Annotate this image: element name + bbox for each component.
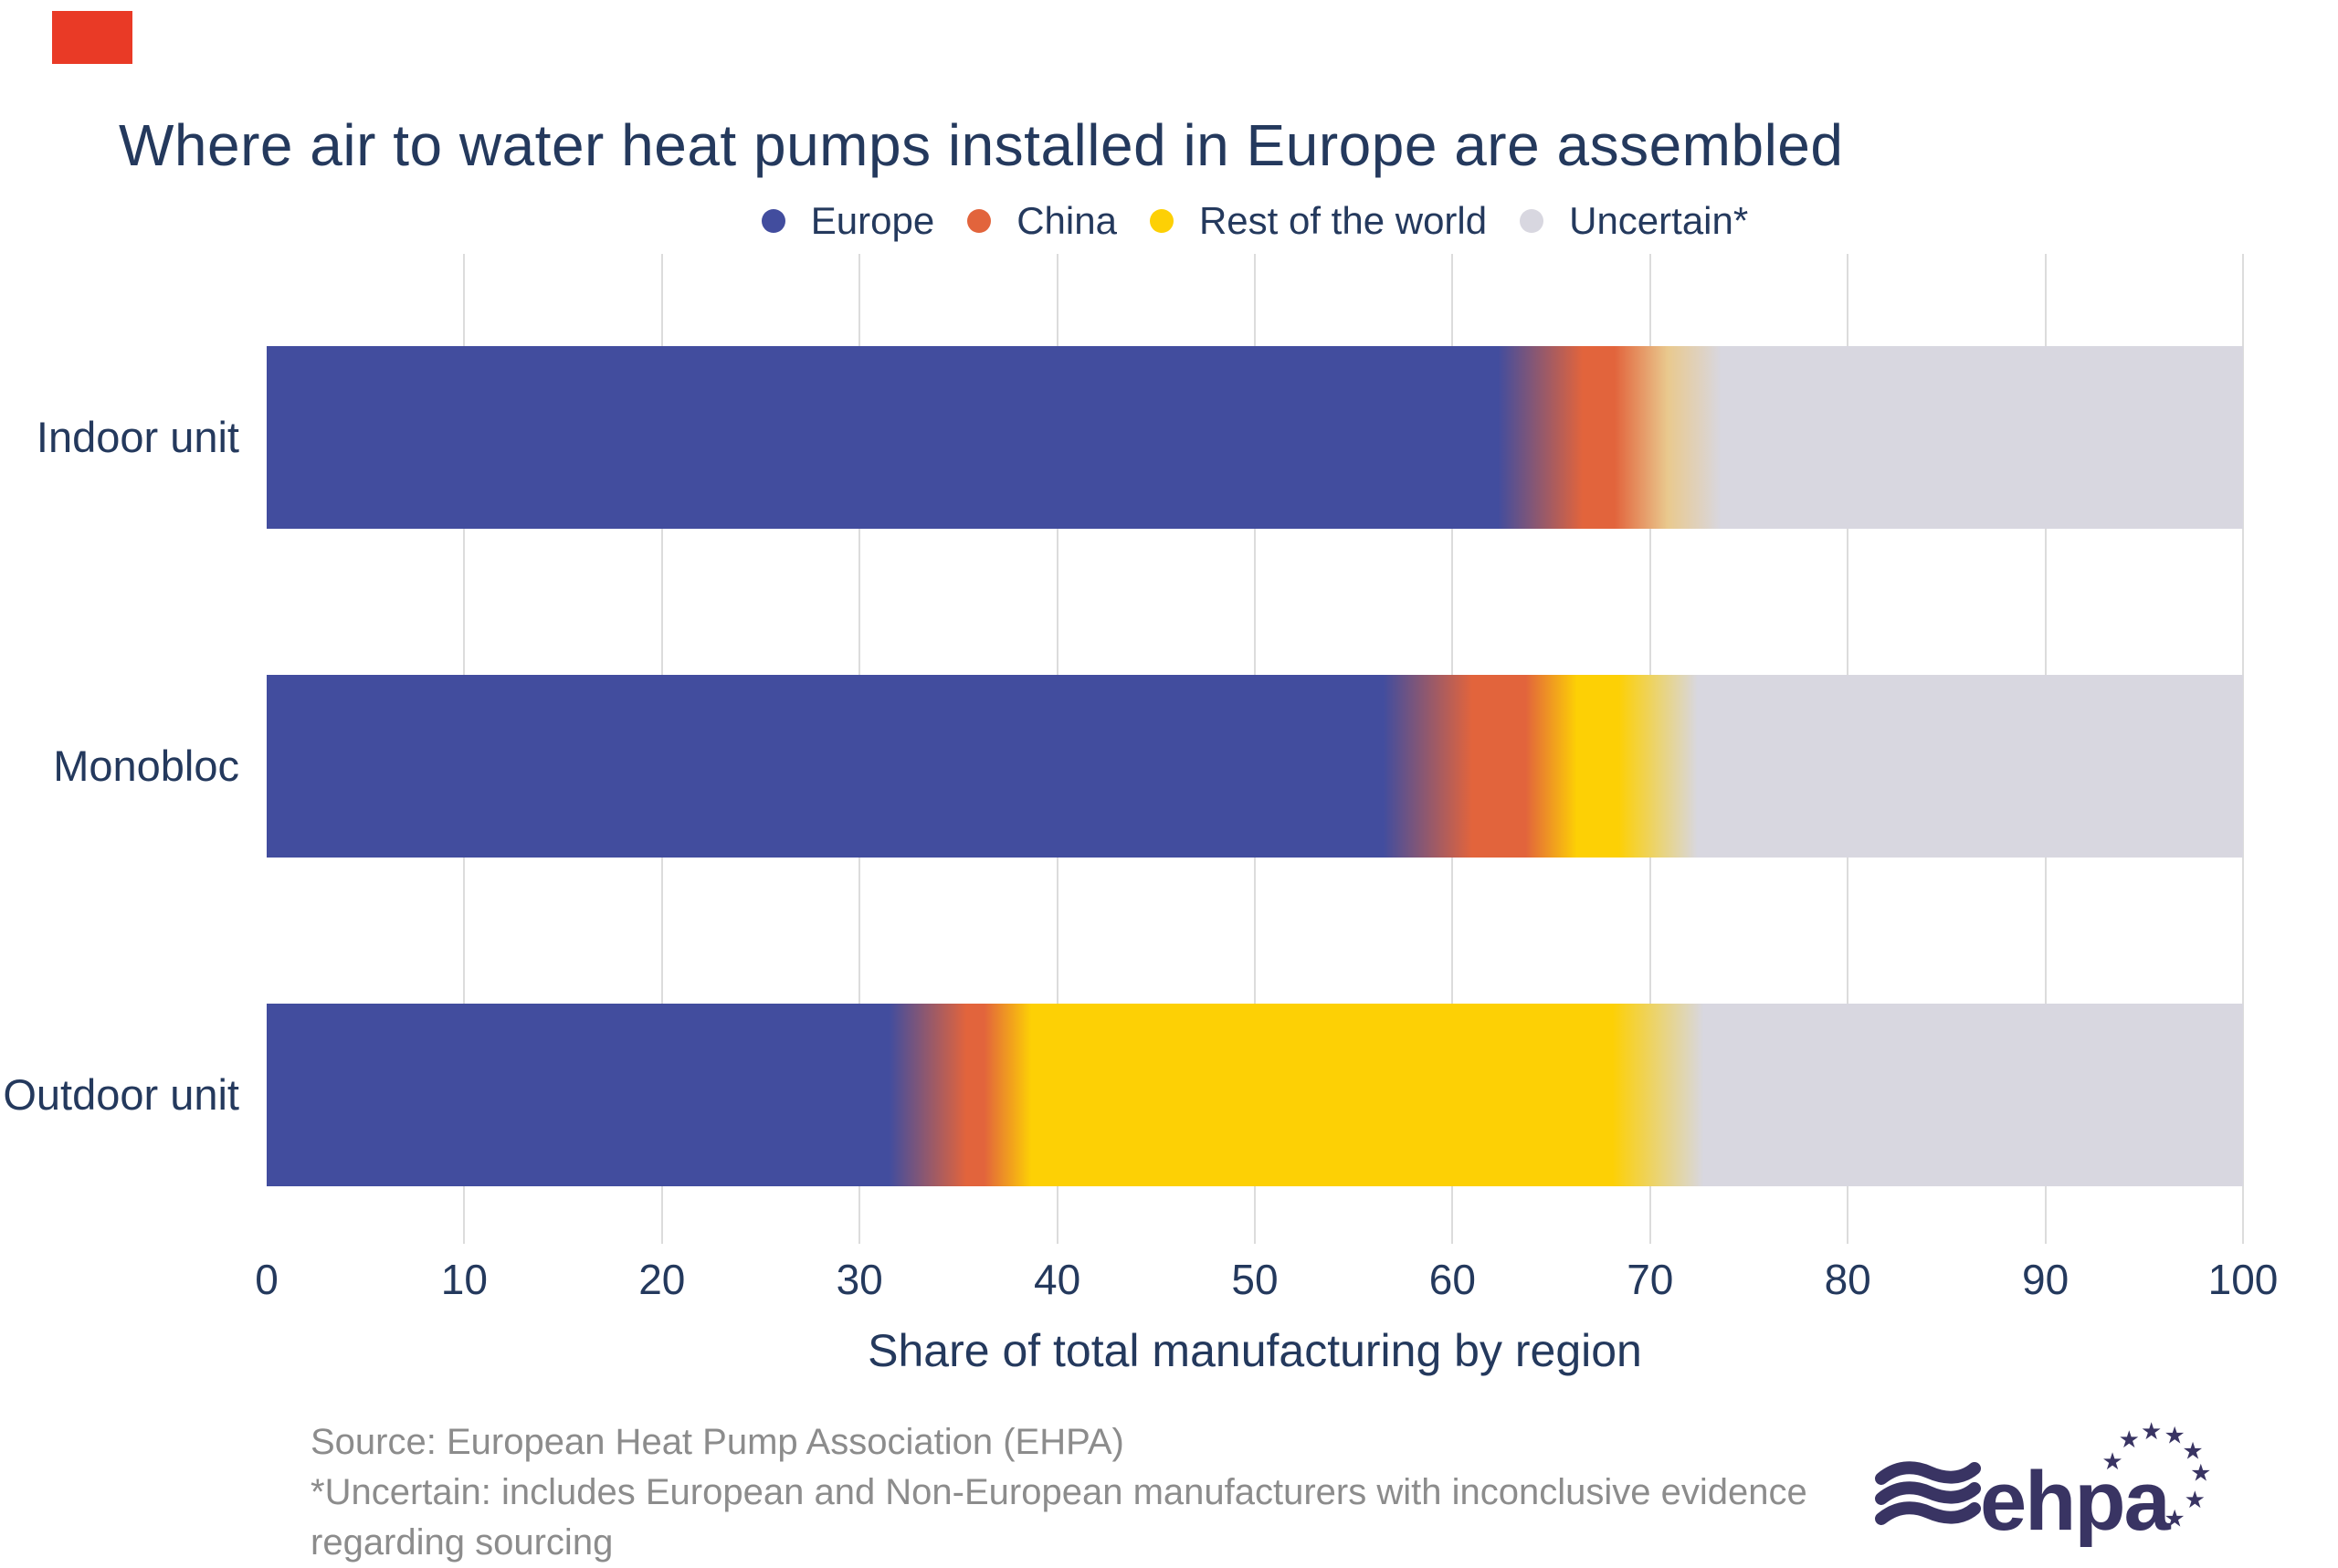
- x-tick-100: 100: [2207, 1256, 2279, 1303]
- legend-dot-europe: [761, 209, 785, 233]
- star-icon: ★: [2141, 1417, 2162, 1445]
- x-tick-90: 90: [2022, 1256, 2069, 1303]
- uncertain-note-line1: *Uncertain: includes European and Non-Eu…: [311, 1472, 1807, 1512]
- gridline-100: [2242, 254, 2244, 1244]
- uncertain-note-line2: regarding sourcing: [311, 1522, 614, 1563]
- row-label-outdoor-unit: Outdoor unit: [3, 1070, 239, 1119]
- ehpa-logo: ★★ ★ ★★★★★ ehpa: [1875, 1417, 2211, 1548]
- legend-item-uncertain: Uncertain*: [1520, 199, 1748, 243]
- x-axis-title: Share of total manufacturing by region: [868, 1325, 1642, 1376]
- star-icon: ★: [2164, 1504, 2185, 1531]
- legend-item-europe: Europe: [761, 199, 935, 243]
- legend-dot-china: [967, 209, 992, 233]
- red-corner-mark: [52, 11, 132, 64]
- star-icon: ★: [2164, 1422, 2185, 1449]
- bar-indoor-unit: [267, 346, 2243, 529]
- waves-icon: [1875, 1461, 1981, 1525]
- legend-item-rest-of-the-world: Rest of the world: [1149, 199, 1488, 243]
- row-label-indoor-unit: Indoor unit: [36, 413, 239, 461]
- footer-note: Source: European Heat Pump Association (…: [311, 1417, 1807, 1568]
- star-icon: ★: [2182, 1436, 2203, 1464]
- row-label-monobloc: Monobloc: [53, 742, 239, 790]
- legend: Europe China Rest of the world Uncertain*: [267, 199, 2243, 243]
- x-tick-80: 80: [1824, 1256, 1871, 1303]
- x-tick-20: 20: [638, 1256, 686, 1303]
- legend-item-china: China: [967, 199, 1117, 243]
- legend-dot-uncertain: [1520, 209, 1544, 233]
- logo-wordmark: ehpa: [1980, 1455, 2172, 1548]
- star-icon: ★: [2101, 1447, 2122, 1475]
- source-line: Source: European Heat Pump Association (…: [311, 1422, 1124, 1462]
- x-tick-0: 0: [255, 1256, 279, 1303]
- star-icon: ★: [2190, 1459, 2211, 1487]
- x-tick-10: 10: [440, 1256, 488, 1303]
- chart-title: Where air to water heat pumps installed …: [119, 112, 1844, 178]
- legend-label: China: [1016, 199, 1117, 242]
- eu-stars-icon: ★★ ★ ★★★★★: [2101, 1417, 2211, 1531]
- star-icon: ★: [2119, 1426, 2140, 1453]
- legend-label: Rest of the world: [1198, 199, 1488, 242]
- x-tick-70: 70: [1627, 1256, 1674, 1303]
- legend-label: Europe: [810, 199, 935, 242]
- legend-dot-rest-of-the-world: [1149, 209, 1174, 233]
- x-tick-60: 60: [1428, 1256, 1476, 1303]
- legend-label: Uncertain*: [1569, 199, 1749, 242]
- x-tick-40: 40: [1034, 1256, 1081, 1303]
- x-tick-50: 50: [1231, 1256, 1279, 1303]
- bar-monobloc: [267, 675, 2243, 858]
- star-icon: ★: [2185, 1486, 2206, 1513]
- bar-outdoor-unit: [267, 1004, 2243, 1186]
- x-tick-30: 30: [836, 1256, 883, 1303]
